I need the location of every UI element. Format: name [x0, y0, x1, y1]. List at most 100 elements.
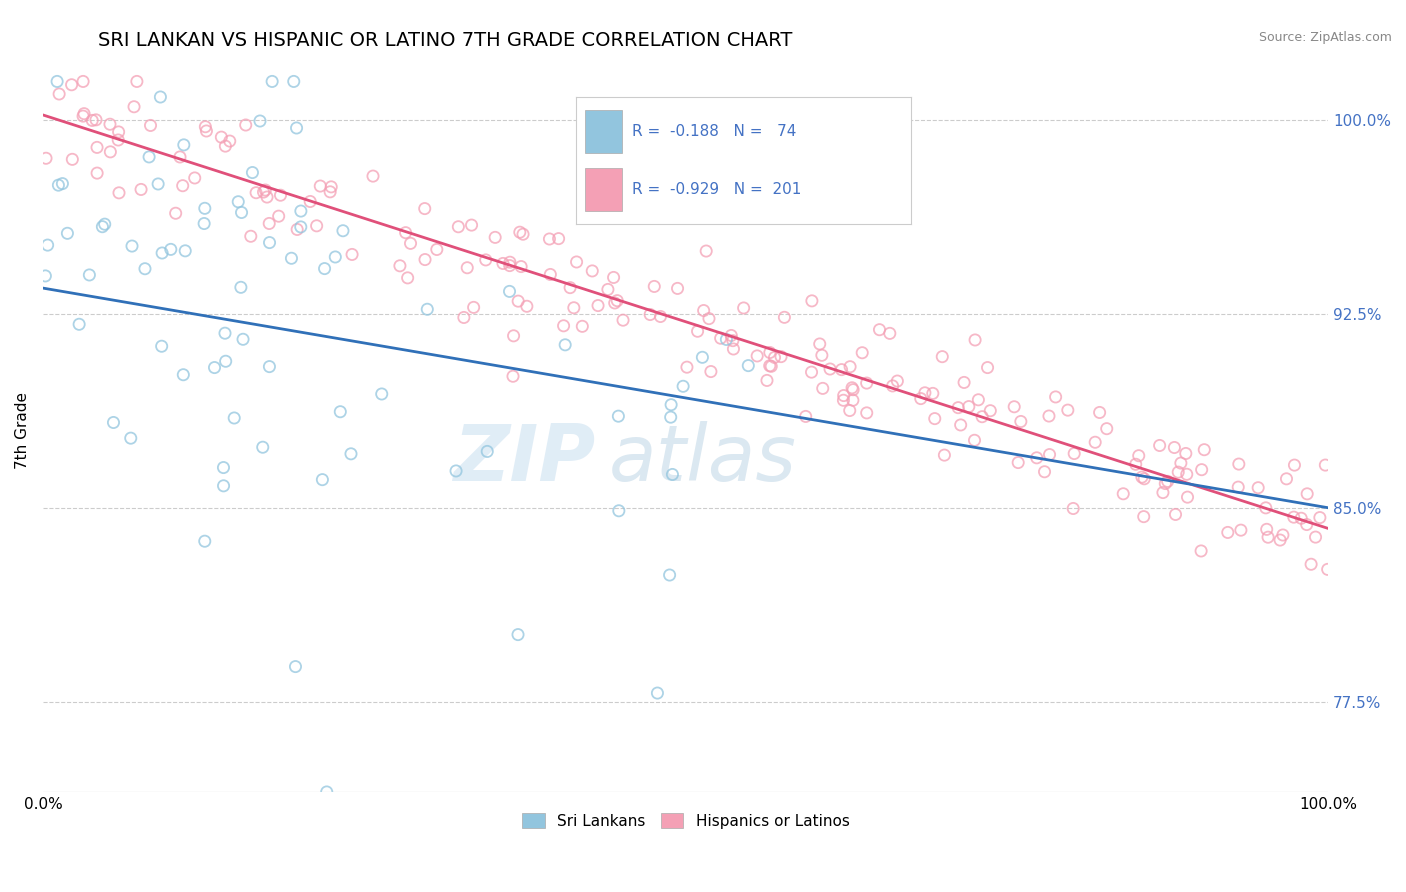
Point [965, 333, 987, 347]
Point [209, 130, 232, 145]
Point [134, 261, 156, 276]
Point [1268, 533, 1291, 547]
Text: ZIP: ZIP [454, 421, 596, 497]
Point [758, 359, 780, 373]
Point [914, 385, 936, 400]
Point [34, 268, 56, 283]
Point [138, 150, 160, 164]
Point [841, 381, 863, 395]
Point [73, 106, 96, 120]
Point [323, 250, 346, 264]
Point [103, 416, 125, 430]
Point [315, 785, 337, 799]
Point [477, 444, 499, 458]
Point [232, 332, 254, 346]
Point [839, 359, 862, 374]
Legend: Sri Lankans, Hispanics or Latinos: Sri Lankans, Hispanics or Latinos [516, 807, 856, 835]
Point [606, 293, 628, 308]
Point [596, 282, 619, 296]
Point [285, 120, 308, 135]
Point [91, 219, 114, 234]
Point [159, 243, 181, 257]
Point [1095, 422, 1118, 436]
Point [886, 374, 908, 388]
Point [267, 209, 290, 223]
Point [855, 376, 877, 390]
Point [413, 252, 436, 267]
Point [249, 114, 271, 128]
Point [733, 301, 755, 315]
Point [661, 467, 683, 482]
Point [48, 87, 70, 101]
Point [832, 388, 855, 402]
Point [800, 365, 823, 379]
Point [695, 244, 717, 258]
Point [172, 368, 194, 382]
Point [659, 398, 682, 412]
Point [811, 381, 834, 395]
Point [340, 447, 363, 461]
Point [311, 473, 333, 487]
Point [1128, 449, 1150, 463]
Point [554, 338, 576, 352]
Point [1010, 415, 1032, 429]
Point [254, 183, 277, 197]
Point [1177, 490, 1199, 504]
Text: Source: ZipAtlas.com: Source: ZipAtlas.com [1258, 31, 1392, 45]
Point [723, 342, 745, 356]
Point [1056, 403, 1078, 417]
Point [979, 403, 1001, 417]
Point [658, 568, 681, 582]
Point [737, 359, 759, 373]
Point [558, 280, 581, 294]
Point [48, 178, 70, 193]
Point [643, 279, 665, 293]
Point [498, 285, 520, 299]
Point [259, 359, 281, 374]
Point [212, 479, 235, 493]
Point [399, 236, 422, 251]
Point [396, 271, 419, 285]
Point [1315, 458, 1337, 472]
Point [506, 627, 529, 641]
Point [1164, 508, 1187, 522]
Point [607, 504, 630, 518]
Point [456, 260, 478, 275]
Point [305, 219, 328, 233]
Point [1174, 446, 1197, 460]
Point [150, 246, 173, 260]
Point [86, 166, 108, 180]
Point [1191, 463, 1213, 477]
Point [1194, 442, 1216, 457]
Point [963, 434, 986, 448]
Point [1062, 501, 1084, 516]
Point [1289, 511, 1312, 525]
Point [1156, 475, 1178, 489]
Point [700, 365, 723, 379]
Point [60, 153, 83, 167]
Point [851, 345, 873, 359]
Point [252, 440, 274, 454]
Point [169, 150, 191, 164]
Point [921, 386, 943, 401]
Point [586, 299, 609, 313]
Point [426, 243, 449, 257]
Point [332, 224, 354, 238]
Point [67, 318, 90, 332]
Point [84, 112, 107, 127]
Point [183, 171, 205, 186]
Point [571, 319, 593, 334]
Point [173, 137, 195, 152]
Point [502, 328, 524, 343]
Point [508, 294, 530, 309]
Point [93, 217, 115, 231]
Point [204, 360, 226, 375]
Point [949, 417, 972, 432]
Point [146, 177, 169, 191]
Point [499, 259, 522, 273]
Point [453, 310, 475, 325]
Point [321, 179, 343, 194]
Point [194, 202, 217, 216]
Point [35, 151, 58, 165]
Point [747, 349, 769, 363]
